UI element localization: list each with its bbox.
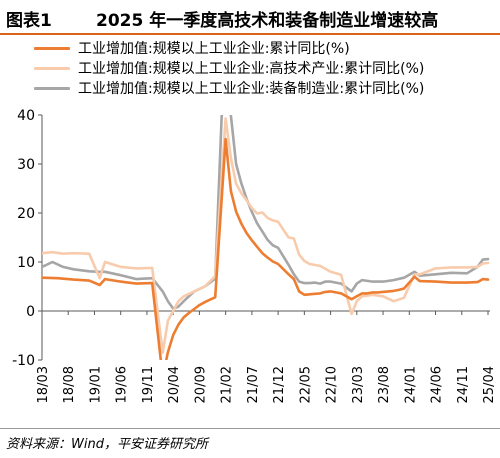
line-chart: -10 0 10 20 30 40 18/03 18/08 19/01 19/06 19/11 20/… [12, 108, 497, 403]
x-tick-label: 20/09 [193, 366, 208, 403]
x-tick-label: 23/03 [351, 366, 366, 403]
x-tick-label: 24/11 [456, 366, 471, 403]
chart-title: 2025 年一季度高技术和装备制造业增速较高 [96, 11, 439, 31]
y-tick-label: 10 [17, 255, 35, 271]
y-tick-label: 30 [17, 157, 35, 173]
x-tick-label: 24/01 [403, 366, 418, 403]
source-note: 资料来源：Wind，平安证券研究所 [6, 437, 208, 452]
y-tick-label: 0 [26, 304, 35, 320]
x-tick-label: 21/07 [246, 366, 261, 403]
y-tick-label: -10 [12, 353, 35, 369]
title-bar: 图表1 2025 年一季度高技术和装备制造业增速较高 [0, 0, 500, 35]
x-tick-label: 22/05 [298, 366, 313, 403]
legend-swatch-high-tech [34, 67, 70, 70]
series-line-industrial [42, 137, 490, 360]
x-tick-label: 20/04 [167, 366, 182, 403]
y-tick-label: 40 [17, 108, 35, 124]
x-tick-label: 21/12 [272, 366, 287, 403]
x-tick-label: 18/08 [62, 366, 77, 403]
x-tick-label: 24/06 [430, 366, 445, 403]
legend-label-equipment: 工业增加值:规模以上工业企业:装备制造业:累计同比(%) [78, 81, 425, 97]
legend-label-high-tech: 工业增加值:规模以上工业企业:高技术产业:累计同比(%) [78, 61, 425, 77]
y-tick-label: 20 [17, 206, 35, 222]
figure-label: 图表1 [6, 11, 52, 31]
x-tick-label: 22/10 [325, 366, 340, 403]
series-line-high-tech [42, 117, 490, 354]
source-rule [0, 428, 500, 429]
x-tick-label: 19/01 [88, 366, 103, 403]
x-tick-label: 23/08 [377, 366, 392, 403]
series-line-equipment [42, 115, 490, 310]
x-tick-label: 19/11 [141, 366, 156, 403]
legend-swatch-equipment [34, 87, 70, 90]
x-tick-label: 25/04 [482, 366, 497, 403]
legend-label-industrial: 工业增加值:规模以上工业企业:累计同比(%) [78, 41, 350, 57]
x-tick-label: 19/06 [115, 366, 130, 403]
legend-swatch-industrial [34, 47, 70, 50]
x-tick-label: 21/02 [220, 366, 235, 403]
title-rule [0, 33, 500, 35]
x-tick-label: 18/03 [36, 366, 51, 403]
